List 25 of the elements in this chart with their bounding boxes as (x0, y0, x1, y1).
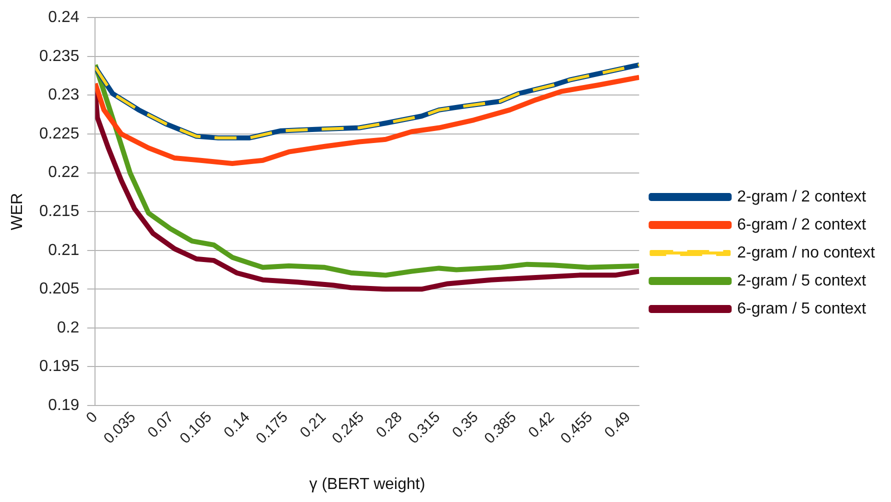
y-tick-label: 0.22 (48, 164, 80, 182)
x-tick-label: 0 (83, 408, 101, 427)
y-tick-label: 0.235 (39, 48, 80, 65)
x-tick-label: 0.14 (220, 408, 254, 442)
x-tick-label: 0.35 (449, 408, 482, 442)
legend-label: 6-gram / 5 context (737, 300, 867, 318)
y-tick-label: 0.21 (48, 242, 80, 259)
legend-label: 2-gram / 5 context (737, 272, 867, 290)
y-axis-title: WER (9, 192, 26, 230)
y-tick-label: 0.225 (39, 125, 80, 142)
legend-label: 2-gram / 2 context (737, 188, 867, 206)
y-tick-label: 0.19 (48, 396, 80, 414)
y-tick-label: 0.2 (56, 319, 80, 336)
x-tick-label: 0.49 (601, 408, 634, 442)
x-tick-label: 0.42 (525, 408, 558, 442)
y-tick-label: 0.205 (39, 280, 80, 298)
legend-label: 2-gram / no context (737, 244, 876, 262)
x-tick-label: 0.21 (296, 408, 330, 442)
y-tick-label: 0.23 (48, 86, 80, 104)
x-axis-title: γ (BERT weight) (309, 476, 426, 493)
legend-label: 6-gram / 2 context (737, 216, 867, 234)
x-tick-label: 0.28 (372, 408, 406, 442)
y-tick-label: 0.195 (39, 358, 80, 376)
y-tick-label: 0.24 (48, 9, 80, 26)
y-tick-label: 0.215 (39, 202, 80, 220)
